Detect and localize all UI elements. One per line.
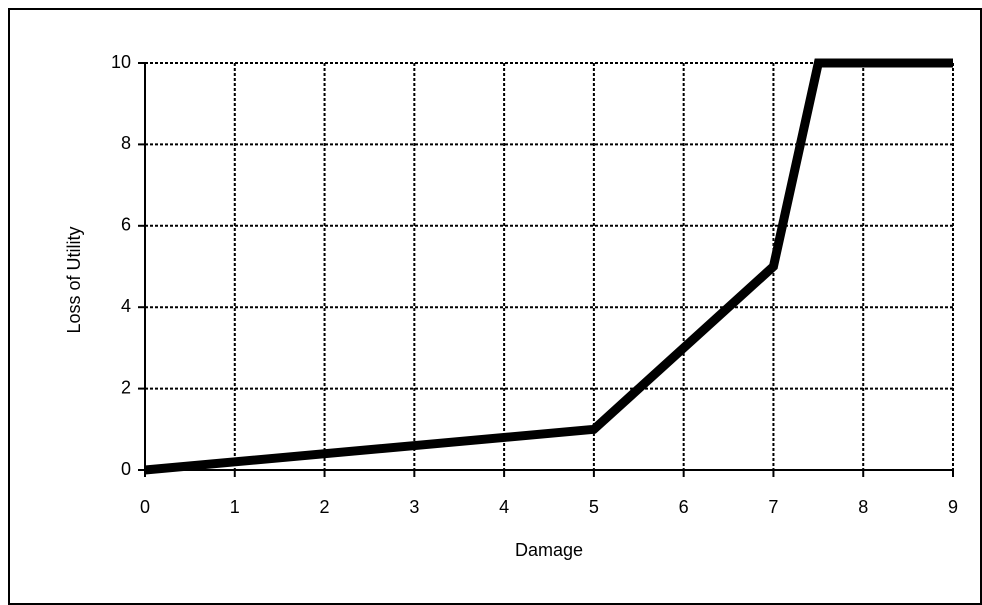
data-line [144, 58, 953, 475]
x-tick-label: 5 [589, 497, 599, 517]
y-tick-label: 4 [121, 296, 131, 316]
x-tick-label: 9 [948, 497, 958, 517]
x-tick-label: 1 [230, 497, 240, 517]
x-tick-label: 0 [140, 497, 150, 517]
x-axis-label: Damage [515, 540, 583, 560]
x-tick-label: 7 [768, 497, 778, 517]
x-tick-label: 6 [679, 497, 689, 517]
x-tick-label: 3 [409, 497, 419, 517]
x-tick-label: 4 [499, 497, 509, 517]
y-axis-label: Loss of Utility [64, 226, 84, 333]
x-tick-label: 8 [858, 497, 868, 517]
y-tick-label: 0 [121, 459, 131, 479]
y-tick-label: 2 [121, 377, 131, 397]
y-tick-label: 8 [121, 133, 131, 153]
x-tick-label: 2 [320, 497, 330, 517]
y-tick-label: 6 [121, 215, 131, 235]
y-tick-label: 10 [111, 52, 131, 72]
